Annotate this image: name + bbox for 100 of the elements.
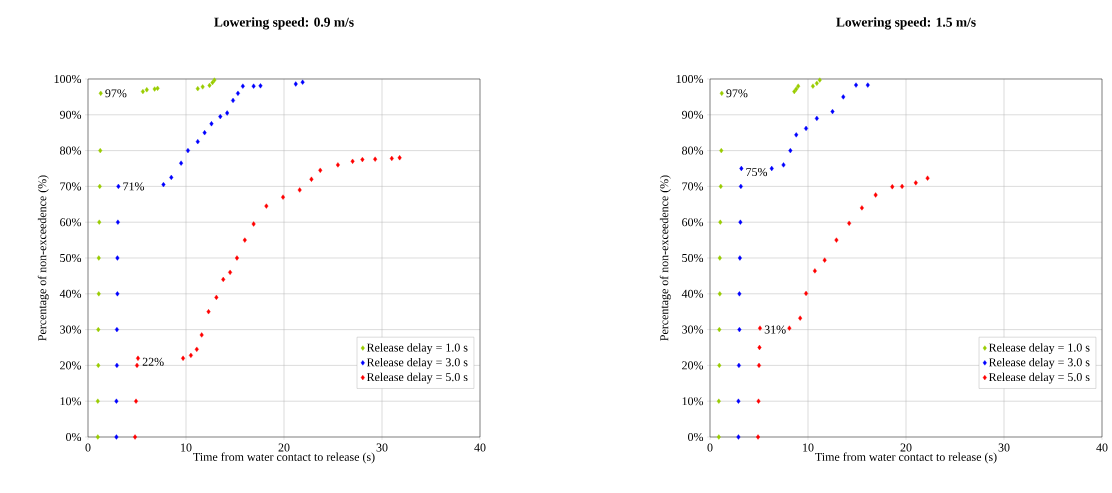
point — [817, 77, 822, 83]
point — [737, 255, 742, 261]
point — [231, 97, 236, 104]
annotation: 97% — [726, 89, 748, 98]
point — [736, 398, 741, 404]
point — [756, 398, 761, 404]
point — [781, 162, 786, 168]
point — [804, 125, 809, 131]
point — [134, 398, 139, 404]
y-tick-label: 70% — [60, 182, 82, 191]
point — [115, 219, 120, 225]
y-tick-label: 90% — [59, 110, 82, 119]
point — [161, 182, 166, 188]
point — [798, 315, 803, 321]
annotation: 75% — [746, 168, 768, 177]
point — [737, 327, 742, 333]
x-tick-label: 10 — [803, 443, 814, 452]
y-tick-label: 100% — [54, 74, 82, 84]
point — [209, 121, 214, 127]
x-tick-label: 30 — [998, 443, 1010, 452]
point — [195, 86, 200, 92]
point — [360, 156, 365, 163]
point — [913, 180, 918, 186]
point — [221, 276, 226, 283]
point — [841, 94, 846, 100]
point — [373, 156, 378, 162]
point — [200, 84, 205, 90]
point — [234, 255, 239, 261]
point — [738, 219, 743, 225]
point — [96, 255, 101, 261]
legend-label: Release delay = 5.0 s — [366, 372, 468, 384]
point — [116, 183, 121, 189]
point — [900, 183, 905, 189]
point — [264, 203, 269, 209]
point — [199, 332, 204, 338]
annotation: 97% — [105, 89, 127, 98]
point — [822, 257, 827, 263]
legend-label: Release delay = 1.0 s — [988, 343, 1090, 355]
point — [847, 220, 852, 226]
point — [769, 165, 774, 172]
point — [185, 148, 190, 154]
x-tick-label: 20 — [900, 443, 912, 452]
point — [318, 167, 323, 173]
legend-label: Release delay = 1.0 s — [366, 343, 468, 355]
point — [251, 221, 256, 227]
point — [925, 175, 930, 181]
x-tick-label: 40 — [474, 443, 486, 452]
point — [114, 398, 119, 404]
point — [796, 83, 801, 89]
point — [228, 269, 233, 275]
point — [242, 237, 247, 243]
y-tick-label: 80% — [60, 146, 82, 155]
y-tick-label: 70% — [682, 182, 704, 191]
point — [179, 160, 184, 166]
x-axis-title: Time from water contact to release (s) — [193, 452, 375, 464]
point — [716, 434, 721, 440]
point — [140, 88, 145, 95]
point — [739, 165, 744, 172]
y-axis-title: Percentage of non-exceedence (%) — [659, 175, 671, 341]
point — [96, 291, 101, 297]
point — [95, 398, 100, 404]
annotation: 71% — [123, 182, 145, 191]
point — [297, 187, 302, 193]
point — [144, 87, 149, 93]
point — [188, 352, 193, 358]
point — [114, 362, 119, 368]
y-tick-label: 0% — [688, 432, 704, 442]
legend-label: Release delay = 5.0 s — [988, 372, 1090, 384]
point — [834, 237, 839, 243]
point — [718, 183, 723, 189]
point — [300, 79, 305, 85]
point — [114, 434, 119, 440]
point — [169, 174, 174, 181]
point — [719, 90, 724, 96]
point — [758, 325, 762, 331]
y-tick-label: 60% — [682, 218, 704, 227]
point — [716, 398, 721, 404]
point — [152, 86, 157, 92]
point — [206, 309, 211, 315]
x-tick-label: 0 — [707, 443, 713, 452]
y-tick-label: 50% — [682, 253, 704, 263]
y-tick-label: 100% — [676, 74, 704, 84]
point — [736, 434, 741, 440]
y-tick-label: 10% — [60, 397, 82, 406]
point — [309, 176, 314, 182]
point — [804, 290, 809, 297]
point — [96, 362, 101, 368]
point — [717, 362, 722, 368]
point — [717, 255, 722, 261]
point — [890, 184, 895, 190]
point — [854, 82, 859, 88]
point — [214, 294, 219, 300]
y-tick-label: 30% — [60, 325, 82, 334]
point — [115, 255, 120, 261]
point — [293, 81, 298, 87]
point — [281, 194, 286, 200]
point — [350, 158, 355, 164]
point — [718, 219, 723, 225]
chart-title: Lowering speed: 0.9 m/s — [214, 17, 354, 30]
point — [717, 327, 722, 333]
